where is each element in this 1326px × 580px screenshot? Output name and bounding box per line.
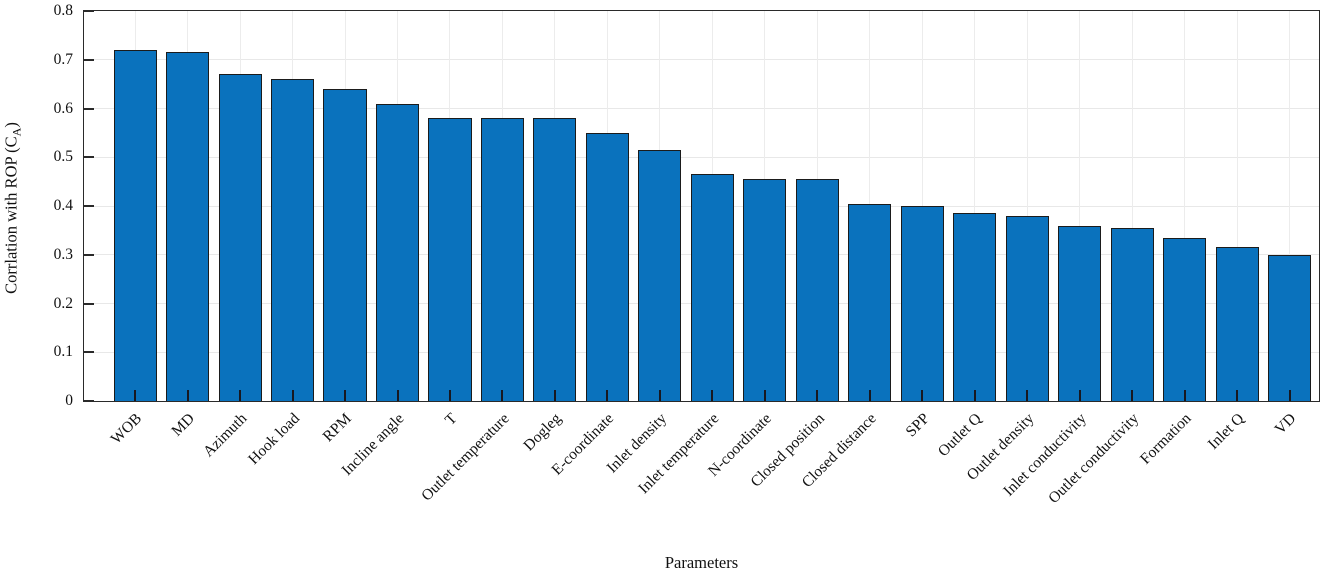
- x-gridline: [1026, 11, 1028, 401]
- x-tick-mark: [1078, 390, 1081, 401]
- y-tick-label: 0.7: [53, 50, 73, 68]
- x-gridline: [1079, 11, 1081, 401]
- bar: [1058, 225, 1102, 401]
- x-tick-mark: [553, 390, 556, 401]
- y-tick-mark: [84, 58, 94, 61]
- x-tick-label-text: Hook load: [244, 410, 303, 468]
- x-gridline: [1236, 11, 1238, 401]
- x-tick-mark: [291, 390, 294, 401]
- bar: [428, 118, 472, 401]
- y-gridline: [84, 156, 1319, 158]
- bar: [271, 79, 315, 401]
- x-tick-mark: [396, 390, 399, 401]
- bar: [795, 179, 839, 401]
- bar: [166, 52, 210, 401]
- y-tick-mark: [84, 107, 94, 110]
- y-tick-label: 0.8: [53, 2, 73, 19]
- bar: [218, 74, 262, 401]
- y-tick-label: 0: [65, 392, 73, 409]
- x-tick-mark: [1026, 390, 1029, 401]
- y-gridline: [84, 59, 1319, 61]
- y-tick-label: 0.4: [53, 197, 73, 214]
- x-tick-label-text: Outlet temperature: [418, 410, 513, 505]
- bar: [375, 103, 420, 401]
- x-tick-label-text: VD: [1272, 410, 1300, 438]
- x-tick-mark: [1183, 390, 1186, 401]
- y-tick-mark: [84, 253, 94, 256]
- x-tick-label-text: Azimuth: [199, 410, 251, 461]
- x-tick-label-text: T: [441, 410, 461, 429]
- bar: [585, 132, 629, 401]
- y-tick-mark: [84, 205, 94, 207]
- x-tick-mark: [658, 390, 661, 401]
- bar: [1268, 254, 1312, 401]
- x-tick-label-text: Inlet Q: [1204, 410, 1248, 453]
- x-tick-mark: [1288, 390, 1291, 401]
- y-tick-label: 0.1: [53, 343, 73, 361]
- bar: [743, 179, 787, 401]
- x-tick-mark: [973, 390, 976, 401]
- x-tick-mark: [1131, 390, 1134, 401]
- y-tick-mark: [84, 10, 94, 12]
- x-tick-mark: [239, 390, 242, 401]
- x-gridline: [1289, 11, 1291, 401]
- y-axis-title-subscript: A: [9, 127, 24, 137]
- bar: [900, 206, 944, 401]
- bar: [113, 50, 157, 401]
- bar: [323, 89, 367, 401]
- x-tick-label-text: MD: [167, 410, 198, 440]
- y-tick-mark: [84, 302, 94, 305]
- y-tick-label: 0.6: [53, 99, 73, 117]
- bar: [690, 174, 734, 401]
- y-axis-title-suffix: ): [1, 122, 21, 128]
- x-axis-title: Parameters: [664, 553, 739, 572]
- y-tick-mark: [84, 400, 94, 402]
- y-gridline: [84, 108, 1319, 109]
- bar: [1163, 237, 1207, 401]
- x-tick-mark: [186, 390, 189, 401]
- x-tick-label-text: Outlet Q: [934, 410, 985, 461]
- x-tick-mark: [134, 390, 137, 401]
- x-tick-mark: [921, 390, 924, 401]
- x-gridline: [1131, 11, 1133, 401]
- x-tick-mark: [763, 390, 766, 401]
- bar: [1215, 247, 1259, 401]
- x-tick-mark: [816, 390, 819, 401]
- bar: [638, 149, 682, 401]
- y-tick-label: 0.5: [53, 148, 73, 166]
- x-tick-mark: [868, 390, 871, 401]
- x-tick-mark: [448, 390, 451, 401]
- y-tick-label: 0.3: [53, 245, 73, 263]
- bar: [533, 118, 577, 401]
- x-tick-label-text: Formation: [1137, 410, 1195, 468]
- bar: [848, 203, 892, 401]
- x-tick-mark: [344, 390, 346, 401]
- y-tick-mark: [84, 156, 94, 159]
- x-tick-label-text: Dogleg: [520, 410, 565, 455]
- x-tick-mark: [711, 390, 714, 401]
- y-tick-mark: [84, 351, 94, 354]
- plot-area: 0 0.1 0.2 0.3 0.4 0.5 0.6 0.7 0.8 WOB MD Azimuth Hoo…: [54, 2, 1320, 507]
- y-tick-label: 0.2: [53, 294, 73, 312]
- x-tick-mark: [606, 390, 609, 401]
- bar: [1005, 215, 1049, 401]
- bar: [953, 213, 997, 401]
- x-tick-label-text: SPP: [902, 410, 933, 441]
- x-tick-mark: [501, 390, 504, 401]
- bar: [480, 118, 524, 401]
- x-tick-label-text: WOB: [107, 410, 146, 448]
- x-tick-label-text: RPM: [319, 410, 356, 446]
- x-tick-label-text: Outlet conductivity: [1045, 410, 1143, 507]
- bar: [1110, 227, 1154, 401]
- x-tick-mark: [1236, 390, 1239, 401]
- x-gridline: [974, 11, 976, 401]
- x-gridline: [1184, 11, 1186, 401]
